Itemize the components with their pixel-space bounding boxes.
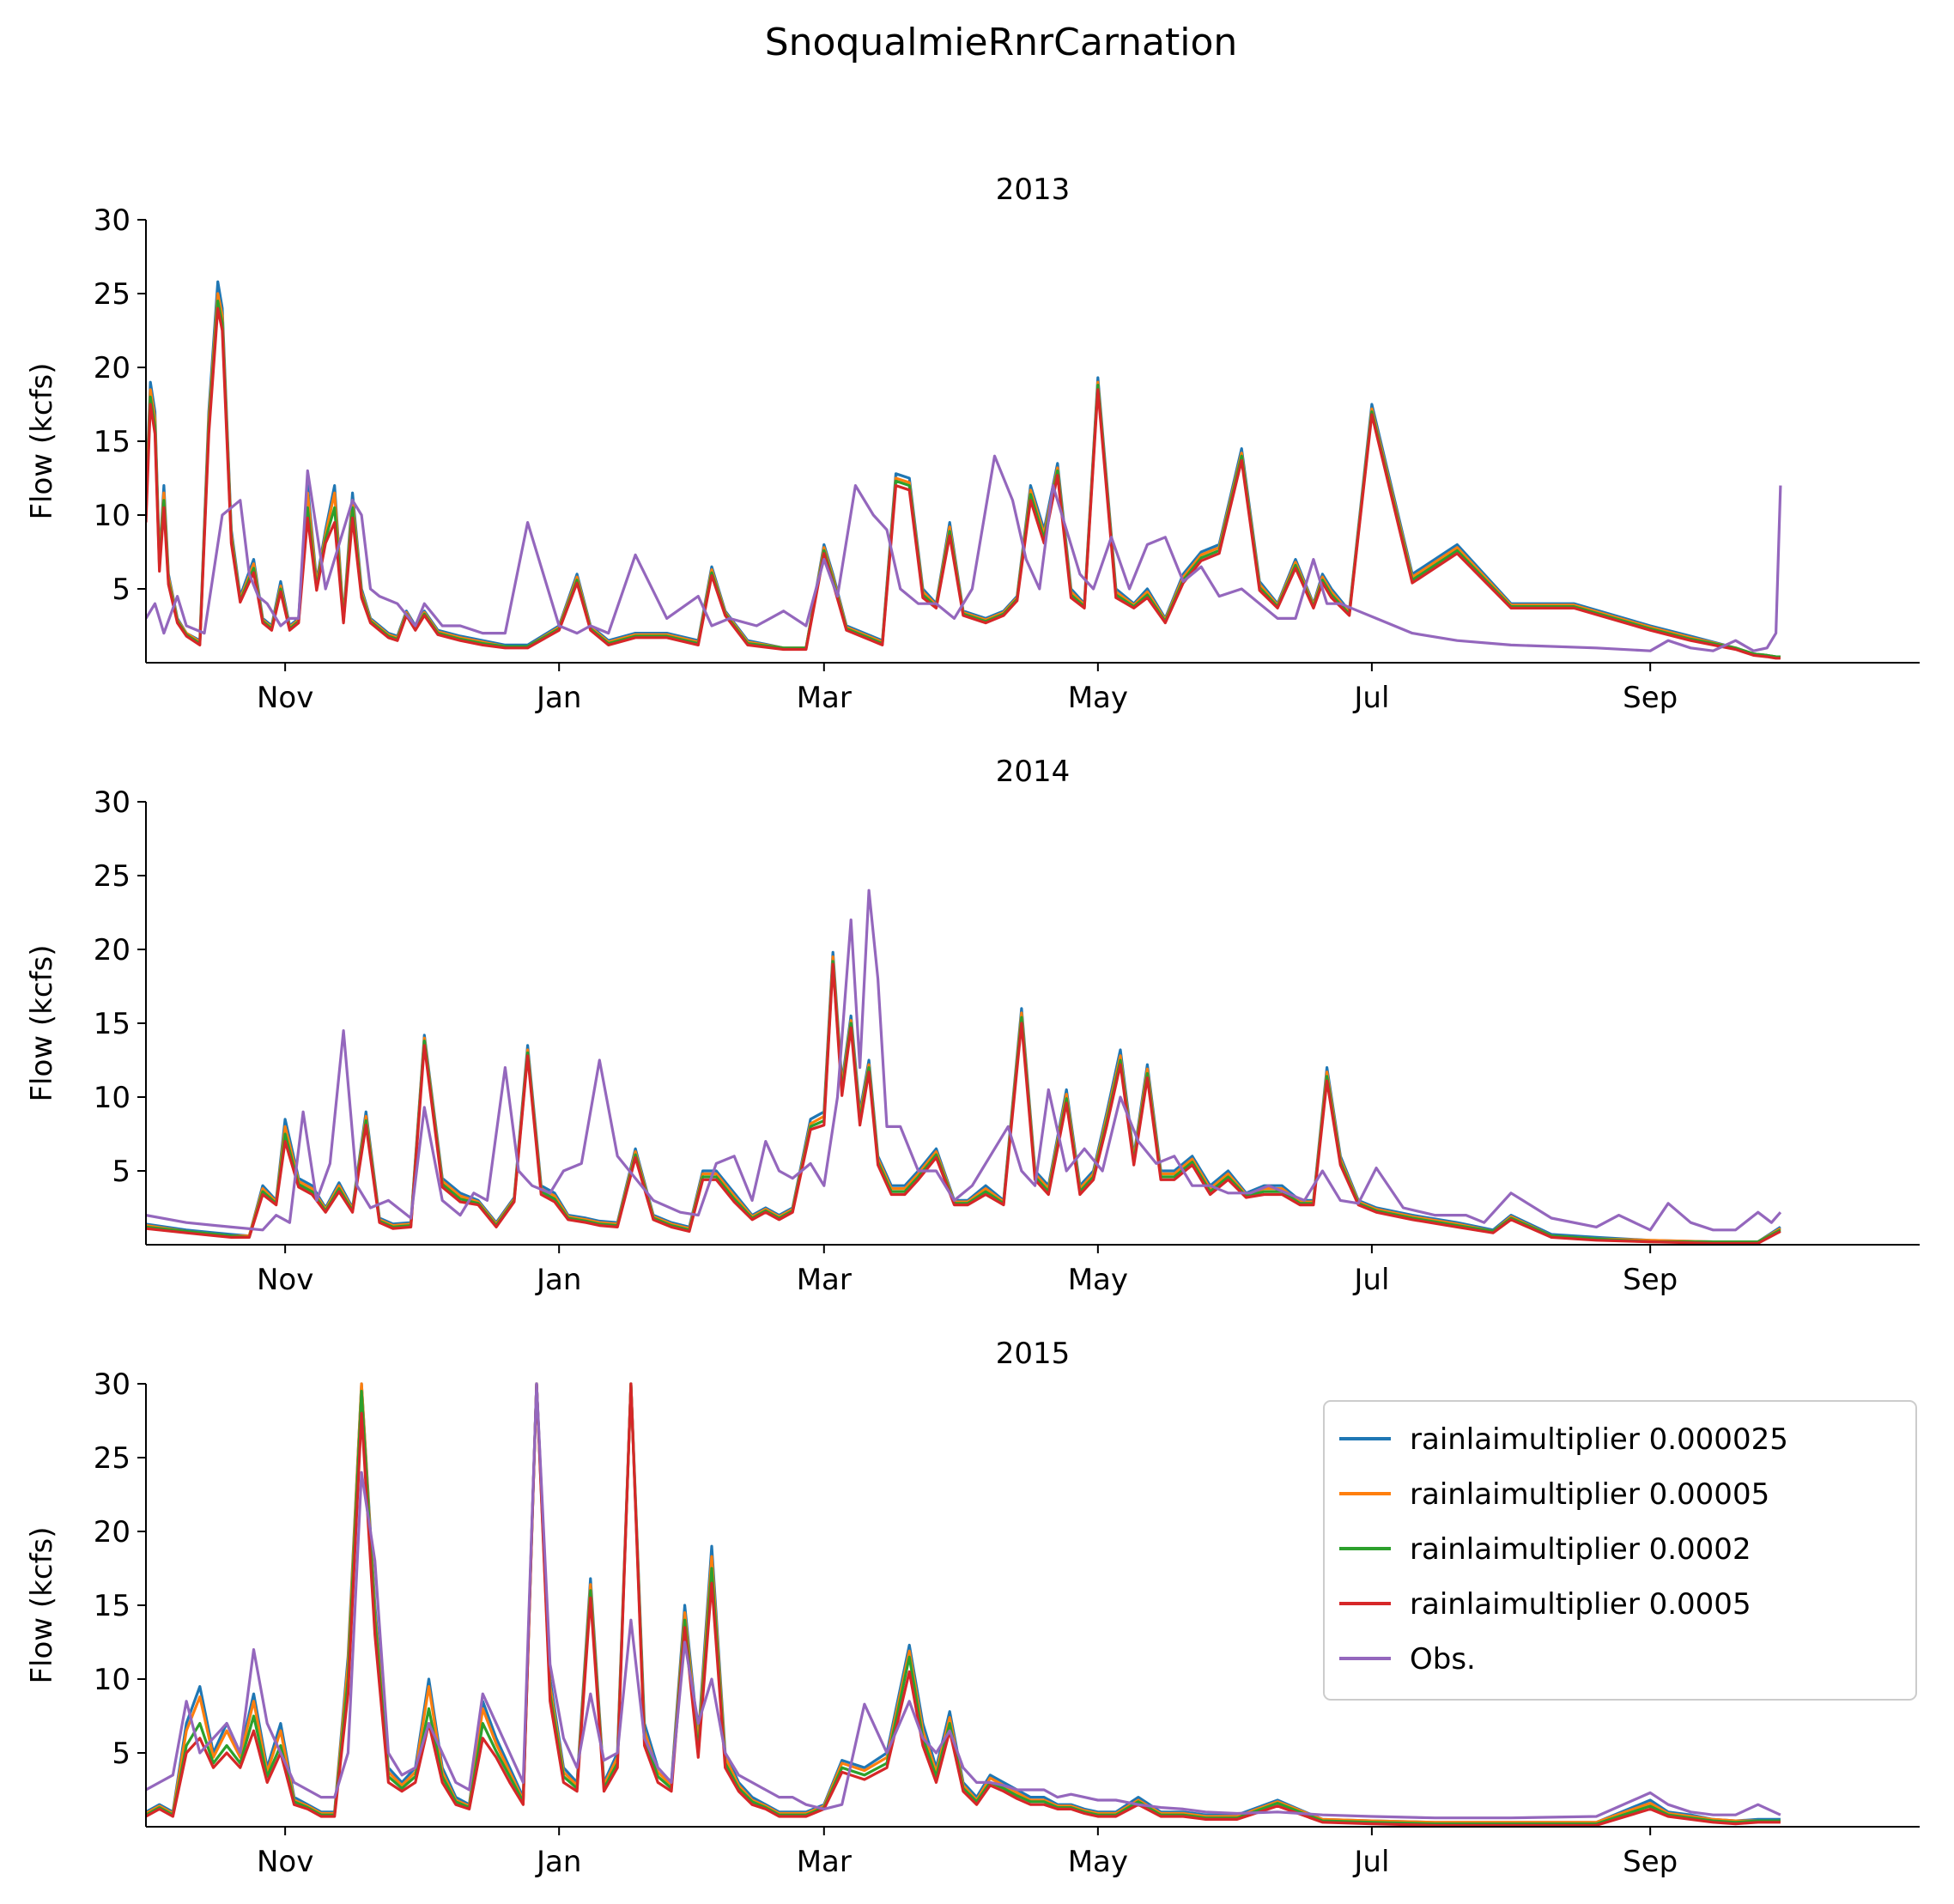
x-tick-label: Jul xyxy=(1352,1845,1389,1879)
legend-entry-label: Obs. xyxy=(1410,1642,1476,1677)
series-group xyxy=(146,280,1782,660)
panel-2013: 2013 Flow (kcfs) 5 10 15 20 25 30 Nov Jan Mar May Ju… xyxy=(25,173,1920,715)
x-tick-label: Jan xyxy=(535,1845,581,1879)
x-tick-label: Sep xyxy=(1623,681,1678,715)
x-tick-label: May xyxy=(1068,1845,1128,1879)
legend-frame xyxy=(1323,1400,1917,1701)
y-tick-label: 10 xyxy=(94,499,130,533)
legend-entry-label: rainlaimultiplier 0.0002 xyxy=(1410,1532,1751,1567)
panel-title: 2014 xyxy=(996,755,1071,789)
y-tick-label: 5 xyxy=(112,1737,130,1771)
y-tick-label: 20 xyxy=(94,933,130,967)
legend: rainlaimultiplier 0.000025 rainlaimultipl… xyxy=(1323,1400,1917,1701)
y-tick-label: 30 xyxy=(94,203,130,238)
series-group xyxy=(146,1382,1781,1827)
x-tick-label: Jul xyxy=(1352,1263,1389,1297)
legend-entry-label: rainlaimultiplier 0.0005 xyxy=(1410,1587,1751,1622)
series-line-rainlaimultiplier-0-0005 xyxy=(146,1382,1781,1827)
panel-title: 2013 xyxy=(996,173,1071,207)
y-tick-label: 20 xyxy=(94,351,130,385)
y-tick-label: 5 xyxy=(112,573,130,607)
y-axis-label: Flow (kcfs) xyxy=(25,362,59,519)
series-line-rainlaimultiplier-0-00005 xyxy=(146,955,1781,1244)
figure-suptitle: SnoqualmieRnrCarnation xyxy=(765,21,1238,64)
y-tick-label: 5 xyxy=(112,1155,130,1189)
series-group xyxy=(146,888,1782,1245)
legend-entry-label: rainlaimultiplier 0.000025 xyxy=(1410,1422,1788,1457)
y-tick-label: 25 xyxy=(94,277,130,312)
x-tick-label: Nov xyxy=(257,681,313,715)
y-tick-label: 30 xyxy=(94,1367,130,1402)
y-tick-label: 25 xyxy=(94,1441,130,1476)
series-line-rainlaimultiplier-0-0005 xyxy=(146,962,1781,1245)
y-tick-label: 15 xyxy=(94,1007,130,1041)
x-tick-label: May xyxy=(1068,1263,1128,1297)
x-tick-label: Mar xyxy=(797,1263,852,1297)
x-tick-label: Sep xyxy=(1623,1845,1678,1879)
x-tick-label: Jul xyxy=(1352,681,1389,715)
y-axis-label: Flow (kcfs) xyxy=(25,1526,59,1683)
x-tick-label: May xyxy=(1068,681,1128,715)
y-tick-label: 25 xyxy=(94,859,130,894)
y-tick-label: 10 xyxy=(94,1663,130,1697)
panel-2014: 2014 Flow (kcfs) 5 10 15 20 25 30 Nov Jan Mar May Ju… xyxy=(25,755,1920,1297)
x-tick-label: Jan xyxy=(535,681,581,715)
series-line-rainlaimultiplier-0-0005 xyxy=(146,306,1781,660)
panel-title: 2015 xyxy=(996,1337,1071,1371)
x-tick-label: Sep xyxy=(1623,1263,1678,1297)
x-tick-label: Jan xyxy=(535,1263,581,1297)
series-line-obs- xyxy=(146,1382,1781,1820)
y-tick-label: 30 xyxy=(94,785,130,820)
y-tick-label: 20 xyxy=(94,1515,130,1549)
y-tick-label: 15 xyxy=(94,1589,130,1623)
x-tick-label: Mar xyxy=(797,1845,852,1879)
series-line-obs- xyxy=(146,888,1782,1232)
series-line-obs- xyxy=(146,454,1782,652)
x-tick-label: Mar xyxy=(797,681,852,715)
y-tick-label: 15 xyxy=(94,425,130,459)
y-axis-label: Flow (kcfs) xyxy=(25,944,59,1101)
y-tick-label: 10 xyxy=(94,1081,130,1115)
legend-entry-label: rainlaimultiplier 0.00005 xyxy=(1410,1477,1769,1512)
x-tick-label: Nov xyxy=(257,1263,313,1297)
series-line-rainlaimultiplier-0-000025 xyxy=(146,950,1781,1244)
panel-2015: 2015 Flow (kcfs) 5 10 15 20 25 30 Nov Jan Mar May Ju… xyxy=(25,1337,1920,1879)
x-tick-label: Nov xyxy=(257,1845,313,1879)
